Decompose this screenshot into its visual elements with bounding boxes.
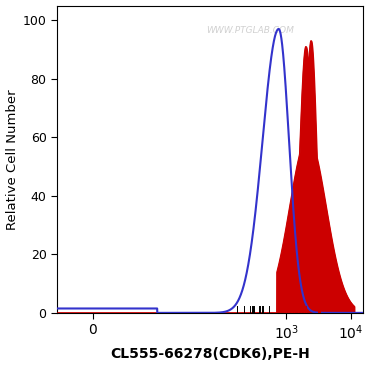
Text: WWW.PTGLAB.COM: WWW.PTGLAB.COM xyxy=(206,26,293,34)
X-axis label: CL555-66278(CDK6),PE-H: CL555-66278(CDK6),PE-H xyxy=(110,348,310,361)
Y-axis label: Relative Cell Number: Relative Cell Number xyxy=(6,89,18,229)
